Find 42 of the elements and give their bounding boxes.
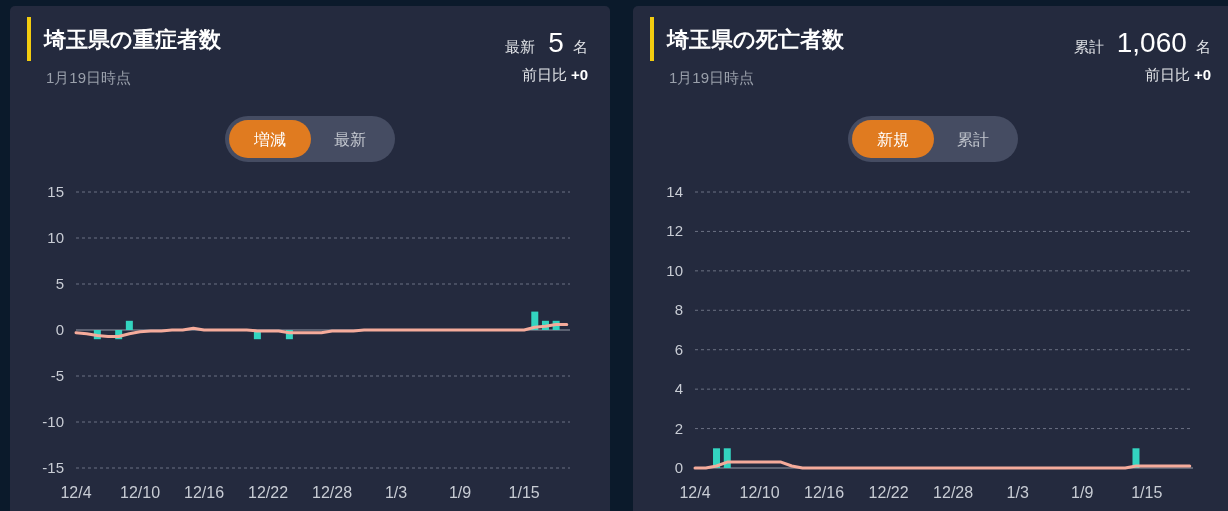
- x-tick-label: 12/10: [739, 484, 780, 501]
- y-tick-label: 6: [674, 340, 683, 358]
- x-tick-label: 1/3: [1006, 484, 1029, 501]
- y-tick-label: 4: [674, 380, 683, 398]
- y-tick-label: 0: [674, 459, 683, 476]
- y-tick-label: -10: [42, 413, 64, 430]
- text: 前日比 +0: [521, 66, 588, 83]
- y-tick-label: 15: [47, 183, 64, 200]
- x-tick-label: 1/9: [448, 484, 472, 501]
- x-tick-label: 12/22: [868, 484, 909, 501]
- y-tick-label: 2: [674, 419, 683, 437]
- y-tick-label: 10: [666, 261, 683, 279]
- chart-title: 埼玉県の重症者数: [43, 27, 222, 52]
- y-tick-label: 10: [47, 229, 64, 246]
- x-tick-label: 1/3: [384, 484, 408, 501]
- toggle: 新規 累計: [848, 116, 1018, 162]
- x-tick-label: 12/28: [312, 484, 353, 501]
- text: 前日比 +0: [1144, 66, 1211, 83]
- chart-subtitle: 1月19日時点: [46, 69, 132, 86]
- x-tick-label: 12/22: [248, 484, 289, 501]
- x-tick-label: 12/4: [679, 484, 711, 501]
- y-tick-label: 14: [666, 183, 683, 200]
- y-tick-label: 12: [666, 222, 683, 240]
- x-tick-label: 12/16: [184, 484, 225, 501]
- x-tick-label: 1/15: [508, 484, 540, 501]
- x-tick-label: 12/28: [933, 484, 974, 501]
- y-tick-label: 5: [55, 275, 64, 292]
- chart-title: 埼玉県の死亡者数: [666, 27, 845, 52]
- y-tick-label: 0: [55, 321, 64, 338]
- x-tick-label: 12/10: [119, 484, 161, 501]
- x-tick-label: 1/9: [1071, 484, 1094, 501]
- y-tick-label: -15: [42, 459, 64, 476]
- chart-subtitle: 1月19日時点: [669, 69, 755, 86]
- x-tick-label: 12/4: [60, 484, 92, 501]
- y-tick-label: -5: [50, 367, 64, 384]
- x-tick-label: 1/15: [1131, 484, 1163, 501]
- text: 累計 1,060 名: [1073, 27, 1211, 58]
- x-tick-label: 12/16: [804, 484, 845, 501]
- text: 最新 5 名: [505, 27, 588, 58]
- line-series: [74, 322, 569, 338]
- y-tick-label: 8: [674, 301, 683, 319]
- toggle: 増減 最新: [225, 116, 395, 162]
